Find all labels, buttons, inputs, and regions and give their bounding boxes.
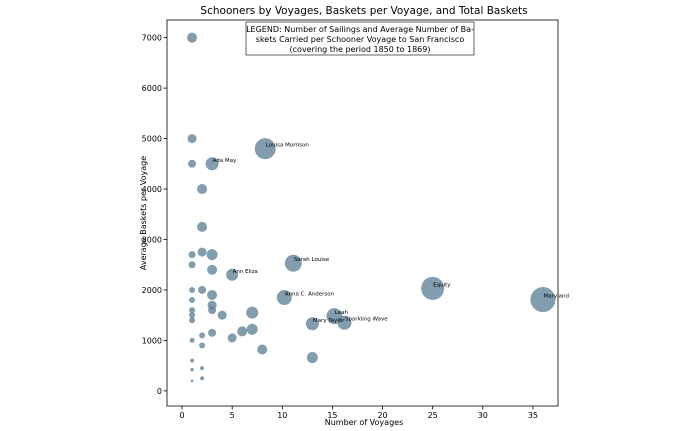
data-bubble xyxy=(305,317,319,331)
y-tick-label: 0 xyxy=(157,387,162,396)
y-tick-label: 4000 xyxy=(142,185,162,194)
data-bubble xyxy=(197,184,208,195)
data-bubble xyxy=(276,290,292,306)
data-bubble xyxy=(227,333,237,343)
y-axis-label: Average Baskets per Voyage xyxy=(139,156,148,270)
data-bubble xyxy=(199,332,206,339)
bubble-label: Ada May xyxy=(213,158,237,164)
data-bubble xyxy=(189,317,196,324)
point-labels-layer: Ada May Ann Eliza Louisa Morrison Anna C. A… xyxy=(213,143,569,324)
data-bubble xyxy=(205,157,219,171)
data-bubble xyxy=(187,32,198,43)
bubble-label: Leah xyxy=(335,310,349,316)
x-tick-label: 20 xyxy=(377,411,387,420)
data-bubble xyxy=(254,138,276,160)
x-axis: 0 5 10 15 20 25 30 35 xyxy=(179,406,538,420)
legend-line-1: LEGEND: Number of Sailings and Average N… xyxy=(246,25,474,34)
data-bubble xyxy=(190,379,194,383)
data-bubble xyxy=(189,286,196,293)
data-bubble xyxy=(188,261,196,269)
data-bubble xyxy=(190,367,194,372)
bubble-label: Equity xyxy=(433,282,451,288)
bubble-label: Sarah Louise xyxy=(294,257,330,263)
legend-box xyxy=(245,21,475,56)
y-tick-label: 1000 xyxy=(142,336,162,345)
bubble-label: Anna C. Anderson xyxy=(285,292,335,298)
data-bubble xyxy=(189,337,195,343)
bubble-label: Maryland xyxy=(543,294,569,300)
data-bubble xyxy=(284,254,302,272)
legend: LEGEND: Number of Sailings and Average N… xyxy=(245,21,475,56)
y-tick-label: 6000 xyxy=(142,84,162,93)
data-bubble xyxy=(208,328,217,337)
bubble-label: Ann Eliza xyxy=(233,269,258,275)
data-bubble xyxy=(198,285,207,294)
data-bubble xyxy=(217,310,227,320)
bubble-label: Sparkling Wave xyxy=(345,317,388,323)
x-tick-label: 30 xyxy=(478,411,488,420)
chart-title: Schooners by Voyages, Baskets per Voyage… xyxy=(200,5,527,17)
data-bubble xyxy=(246,306,259,319)
bubble-label: Louisa Morrison xyxy=(266,143,310,149)
data-bubble xyxy=(197,247,207,257)
x-tick-label: 25 xyxy=(428,411,438,420)
data-bubble xyxy=(188,251,196,259)
data-bubble xyxy=(337,315,352,330)
legend-line-2: skets Carried per Schooner Voyage to San… xyxy=(256,35,465,44)
data-bubble xyxy=(188,159,197,168)
bubbles-layer xyxy=(187,32,556,383)
x-tick-label: 15 xyxy=(327,411,337,420)
legend-line-3: (covering the period 1850 to 1869) xyxy=(290,45,431,54)
bubble-label: Mary Taylor xyxy=(313,318,345,324)
data-bubble xyxy=(208,306,217,315)
x-tick-label: 5 xyxy=(230,411,235,420)
data-bubble xyxy=(189,312,196,319)
data-bubble xyxy=(246,323,258,335)
data-bubble xyxy=(190,358,195,363)
x-tick-label: 10 xyxy=(277,411,287,420)
data-bubble xyxy=(237,326,248,337)
plot-frame xyxy=(166,19,559,407)
data-bubble xyxy=(226,268,239,281)
data-bubble xyxy=(206,249,218,261)
data-bubble xyxy=(421,276,445,300)
data-bubble xyxy=(200,366,205,371)
x-tick-label: 35 xyxy=(528,411,538,420)
x-axis-label: Number of Voyages xyxy=(325,418,403,427)
data-bubble xyxy=(257,344,268,355)
data-bubble xyxy=(530,287,556,313)
y-tick-label: 7000 xyxy=(142,34,162,43)
y-tick-label: 2000 xyxy=(142,286,162,295)
data-bubble xyxy=(189,297,196,304)
data-bubble xyxy=(199,342,206,349)
y-tick-label: 3000 xyxy=(142,235,162,244)
data-bubble xyxy=(197,221,208,232)
data-bubble xyxy=(187,134,197,144)
data-bubble xyxy=(207,264,218,275)
data-bubble xyxy=(200,376,205,381)
data-bubble xyxy=(189,307,196,314)
y-tick-label: 5000 xyxy=(142,135,162,144)
y-axis: 0 1000 2000 3000 4000 5000 6000 7000 xyxy=(142,34,167,396)
x-tick-label: 0 xyxy=(179,411,184,420)
data-bubble xyxy=(306,352,318,364)
data-bubble xyxy=(207,289,218,300)
